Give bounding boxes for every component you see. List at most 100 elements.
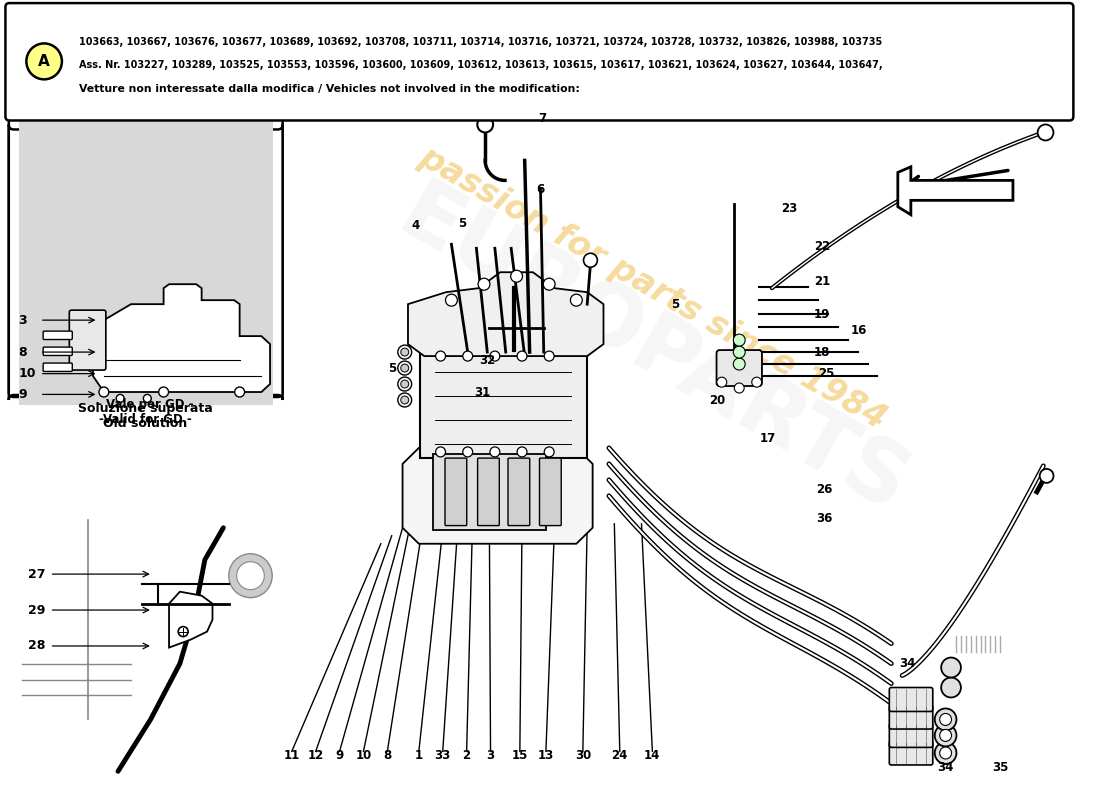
Circle shape	[1040, 469, 1054, 483]
Text: 5: 5	[459, 217, 466, 230]
Circle shape	[942, 678, 961, 698]
Text: 25: 25	[818, 367, 834, 380]
Text: 5: 5	[671, 298, 680, 310]
Text: 34: 34	[937, 761, 954, 774]
FancyBboxPatch shape	[9, 125, 283, 400]
Text: 16: 16	[850, 324, 867, 337]
FancyBboxPatch shape	[69, 310, 106, 370]
Circle shape	[490, 447, 499, 457]
FancyBboxPatch shape	[420, 350, 587, 458]
Circle shape	[436, 447, 446, 457]
Circle shape	[143, 394, 152, 402]
FancyBboxPatch shape	[539, 458, 561, 526]
Text: 4: 4	[411, 219, 420, 233]
Text: 12: 12	[308, 749, 323, 762]
Circle shape	[400, 380, 409, 388]
Circle shape	[935, 742, 957, 764]
Circle shape	[939, 730, 952, 742]
Circle shape	[400, 348, 409, 356]
FancyBboxPatch shape	[6, 3, 1074, 121]
Text: 3: 3	[18, 314, 26, 326]
FancyBboxPatch shape	[889, 705, 933, 729]
Text: 2: 2	[463, 749, 471, 762]
Text: passion for parts since 1984: passion for parts since 1984	[412, 141, 892, 436]
Circle shape	[734, 358, 745, 370]
Text: 13: 13	[538, 749, 554, 762]
Text: 5: 5	[387, 362, 396, 374]
Text: A: A	[39, 54, 50, 69]
Circle shape	[517, 447, 527, 457]
Circle shape	[178, 626, 188, 637]
Text: 31: 31	[474, 386, 490, 398]
Circle shape	[935, 725, 957, 746]
Polygon shape	[169, 592, 212, 647]
Circle shape	[26, 43, 62, 79]
Circle shape	[463, 447, 473, 457]
Text: 24: 24	[612, 749, 628, 762]
Circle shape	[734, 334, 745, 346]
Circle shape	[234, 387, 244, 397]
Text: 14: 14	[645, 749, 660, 762]
Text: 36: 36	[816, 512, 833, 525]
Text: Soluzione superata
Old solution: Soluzione superata Old solution	[78, 402, 212, 430]
FancyBboxPatch shape	[889, 687, 933, 711]
Text: 17: 17	[759, 432, 775, 445]
Text: 34: 34	[900, 657, 916, 670]
Text: 103663, 103667, 103676, 103677, 103689, 103692, 103708, 103711, 103714, 103716, : 103663, 103667, 103676, 103677, 103689, …	[79, 38, 882, 47]
FancyBboxPatch shape	[43, 331, 73, 339]
Text: 9: 9	[336, 749, 343, 762]
Text: EUROPARTS: EUROPARTS	[384, 173, 922, 531]
Circle shape	[510, 270, 522, 282]
FancyBboxPatch shape	[433, 454, 546, 530]
FancyBboxPatch shape	[43, 363, 73, 371]
Text: 30: 30	[574, 749, 591, 762]
Text: 11: 11	[284, 749, 300, 762]
Circle shape	[99, 387, 109, 397]
Circle shape	[490, 351, 499, 361]
Text: 18: 18	[814, 346, 830, 358]
Polygon shape	[403, 448, 593, 544]
FancyBboxPatch shape	[889, 741, 933, 765]
Text: 23: 23	[781, 202, 798, 215]
Circle shape	[398, 393, 411, 407]
Circle shape	[1037, 125, 1054, 141]
Circle shape	[544, 351, 554, 361]
Text: 29: 29	[28, 603, 45, 617]
Circle shape	[236, 562, 264, 590]
Text: 10: 10	[355, 749, 372, 762]
Text: 26: 26	[816, 483, 833, 496]
Text: - Vale per GD -
-Valid for GD -: - Vale per GD - -Valid for GD -	[97, 398, 194, 426]
Text: Vetture non interessate dalla modifica / Vehicles not involved in the modificati: Vetture non interessate dalla modifica /…	[79, 83, 580, 94]
Circle shape	[751, 377, 761, 387]
Text: 3: 3	[486, 749, 495, 762]
Text: 1: 1	[415, 749, 422, 762]
Circle shape	[158, 387, 168, 397]
Text: 22: 22	[814, 240, 829, 253]
Circle shape	[117, 394, 124, 402]
Text: 21: 21	[814, 274, 829, 287]
FancyBboxPatch shape	[19, 110, 273, 387]
FancyBboxPatch shape	[889, 723, 933, 747]
Circle shape	[463, 351, 473, 361]
Circle shape	[398, 361, 411, 375]
FancyBboxPatch shape	[716, 350, 762, 386]
Text: 7: 7	[539, 112, 547, 126]
Circle shape	[583, 254, 597, 267]
Text: 20: 20	[710, 394, 726, 406]
Circle shape	[436, 351, 446, 361]
Circle shape	[939, 747, 952, 759]
Circle shape	[400, 396, 409, 404]
Circle shape	[478, 278, 490, 290]
Text: 15: 15	[512, 749, 528, 762]
FancyBboxPatch shape	[477, 458, 499, 526]
Circle shape	[477, 117, 493, 133]
Text: 33: 33	[434, 749, 451, 762]
FancyBboxPatch shape	[43, 347, 73, 355]
Circle shape	[400, 364, 409, 372]
FancyBboxPatch shape	[508, 458, 530, 526]
Text: 32: 32	[480, 354, 495, 366]
Text: 8: 8	[18, 346, 26, 358]
Circle shape	[717, 377, 727, 387]
Text: Ass. Nr. 103227, 103289, 103525, 103553, 103596, 103600, 103609, 103612, 103613,: Ass. Nr. 103227, 103289, 103525, 103553,…	[79, 59, 882, 70]
Polygon shape	[408, 272, 604, 356]
